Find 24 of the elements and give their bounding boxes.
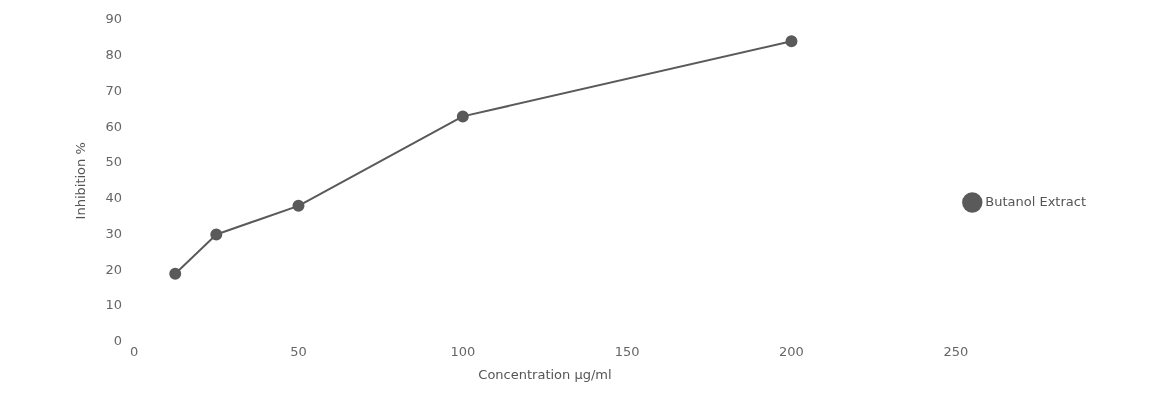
point [210, 228, 223, 241]
legend-label: Butanol Extract [985, 193, 1086, 209]
y-tick-label: 80 [105, 46, 123, 62]
y-tick-label: 50 [105, 154, 123, 170]
point [169, 267, 182, 280]
x-tick-label: 100 [450, 343, 476, 359]
x-tick-label: 0 [130, 343, 139, 359]
y-tick-label: 30 [105, 225, 123, 241]
y-tick-label: 60 [105, 118, 123, 134]
y-tick-label: 10 [105, 297, 123, 313]
x-tick-label: 250 [943, 343, 969, 359]
x-axis-title: Concentration µg/ml [478, 366, 612, 382]
y-tick-label: 20 [105, 261, 123, 277]
y-tick-label: 90 [105, 11, 123, 27]
y-axis-title: Inhibition % [73, 142, 89, 220]
x-tick-label: 50 [290, 343, 307, 359]
point [456, 110, 469, 123]
y-tick-label: 0 [113, 333, 123, 349]
point [292, 199, 305, 212]
x-tick-label: 150 [614, 343, 640, 359]
y-tick-label: 70 [105, 82, 123, 98]
y-tick-label: 40 [105, 190, 123, 206]
x-tick-label: 200 [779, 343, 804, 359]
point [785, 35, 798, 48]
